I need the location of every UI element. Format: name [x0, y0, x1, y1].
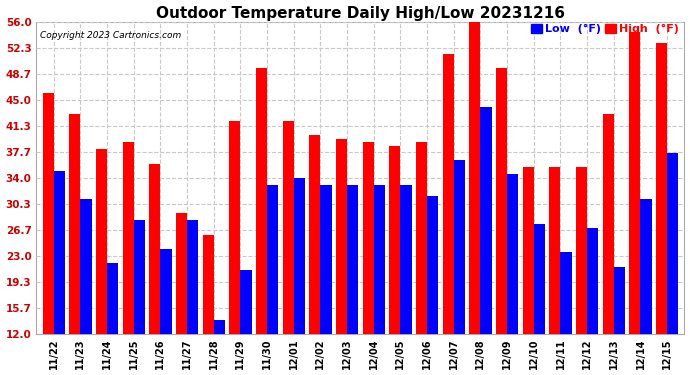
Bar	[640, 199, 651, 334]
Bar	[560, 252, 571, 334]
Bar	[389, 146, 400, 334]
Bar	[602, 114, 614, 334]
Legend: Low  (°F), High  (°F): Low (°F), High (°F)	[531, 24, 679, 34]
Bar	[256, 68, 267, 334]
Bar	[374, 185, 385, 334]
Bar	[469, 15, 480, 334]
Bar	[549, 167, 560, 334]
Bar	[214, 320, 225, 334]
Bar	[347, 185, 358, 334]
Bar	[427, 196, 438, 334]
Bar	[587, 228, 598, 334]
Bar	[454, 160, 465, 334]
Bar	[294, 178, 305, 334]
Bar	[656, 43, 667, 334]
Bar	[336, 139, 347, 334]
Bar	[309, 135, 320, 334]
Bar	[534, 224, 545, 334]
Bar	[107, 263, 118, 334]
Text: Copyright 2023 Cartronics.com: Copyright 2023 Cartronics.com	[39, 31, 181, 40]
Bar	[43, 93, 54, 334]
Bar	[96, 150, 107, 334]
Bar	[160, 249, 172, 334]
Bar	[480, 107, 492, 334]
Bar	[496, 68, 507, 334]
Bar	[442, 54, 454, 334]
Bar	[69, 114, 81, 334]
Bar	[362, 142, 374, 334]
Bar	[400, 185, 412, 334]
Bar	[576, 167, 587, 334]
Bar	[667, 153, 678, 334]
Bar	[507, 174, 518, 334]
Bar	[267, 185, 278, 334]
Bar	[229, 121, 240, 334]
Bar	[522, 167, 534, 334]
Bar	[320, 185, 332, 334]
Bar	[54, 171, 65, 334]
Bar	[629, 32, 640, 334]
Bar	[123, 142, 134, 334]
Bar	[81, 199, 92, 334]
Bar	[614, 267, 625, 334]
Bar	[416, 142, 427, 334]
Bar	[134, 220, 145, 334]
Bar	[149, 164, 160, 334]
Title: Outdoor Temperature Daily High/Low 20231216: Outdoor Temperature Daily High/Low 20231…	[156, 6, 565, 21]
Bar	[187, 220, 198, 334]
Bar	[283, 121, 294, 334]
Bar	[176, 213, 187, 334]
Bar	[240, 270, 252, 334]
Bar	[203, 235, 214, 334]
